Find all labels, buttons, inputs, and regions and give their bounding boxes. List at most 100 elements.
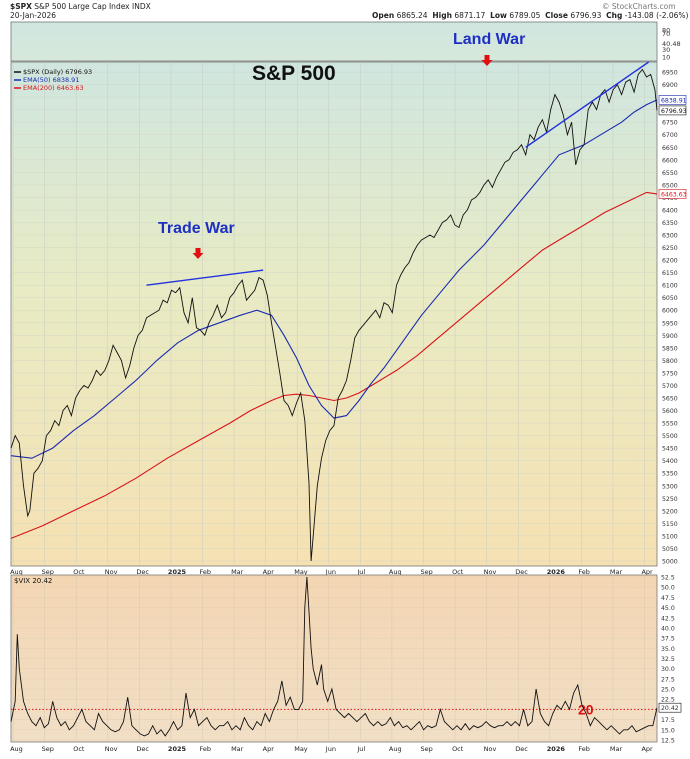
- y-tick-label: 30.0: [661, 666, 675, 673]
- annotation-label: Land War: [453, 31, 525, 48]
- x-tick-label: Dec: [136, 745, 149, 753]
- y-tick-label: 5700: [662, 383, 678, 390]
- y-tick-label: 12.5: [661, 737, 675, 744]
- x-tick-label: Nov: [105, 568, 118, 576]
- trendline: [146, 269, 264, 286]
- y-tick-label: 47.5: [661, 595, 675, 602]
- last-value-label: 6796.93: [661, 108, 687, 115]
- high-value: 6871.17: [454, 11, 486, 20]
- x-tick-label: 2026: [547, 745, 566, 753]
- y-tick-label: 27.5: [661, 676, 675, 683]
- legend-label: $SPX (Daily) 6796.93: [23, 68, 92, 76]
- symbol: $SPX: [10, 2, 32, 11]
- y-tick-label: 5150: [662, 521, 678, 528]
- y-tick-label: 5850: [662, 345, 678, 352]
- rsi-plot-area: [10, 21, 658, 62]
- y-tick-label: 45.0: [661, 605, 675, 612]
- x-tick-label: Jun: [325, 568, 336, 576]
- y-tick-label: 15.0: [661, 727, 675, 734]
- chart-symbol-line: $SPX S&P 500 Large Cap Index INDX: [10, 2, 151, 11]
- y-tick-label: 5800: [662, 358, 678, 365]
- x-tick-label: Oct: [452, 568, 464, 576]
- legend-label: EMA(200) 6463.63: [23, 84, 84, 92]
- x-tick-label: Aug: [10, 568, 23, 576]
- x-tick-label: Aug: [389, 745, 402, 753]
- x-tick-label: Jul: [356, 568, 365, 576]
- price-plot-area: [10, 61, 658, 567]
- watermark: © StockCharts.com: [602, 2, 676, 11]
- y-tick-label: 22.5: [661, 697, 675, 704]
- x-tick-label: 2026: [547, 568, 566, 576]
- y-tick-label: 6350: [662, 220, 678, 227]
- annotation-label: Trade War: [158, 220, 235, 237]
- vix-title: $VIX 20.42: [14, 577, 52, 585]
- y-tick-label: 35.0: [661, 646, 675, 653]
- down-arrow-icon: [481, 55, 493, 66]
- y-tick-label: 6550: [662, 170, 678, 177]
- ema50-line: [10, 99, 658, 459]
- y-tick-label: 6000: [662, 308, 678, 315]
- y-tick-label: 6950: [662, 70, 678, 77]
- chart-date: 20-Jan-2026: [10, 11, 57, 20]
- y-tick-label: 5650: [662, 396, 678, 403]
- close-value: 6796.93: [570, 11, 602, 20]
- y-tick-label: 5550: [662, 421, 678, 428]
- x-tick-label: May: [294, 568, 308, 576]
- last-value-tag: [658, 105, 687, 116]
- x-tick-label: Jul: [356, 745, 365, 753]
- y-tick-label: 6600: [662, 157, 678, 164]
- y-tick-label: 6150: [662, 270, 678, 277]
- y-tick-label: 5050: [662, 546, 678, 553]
- y-tick-label: 17.5: [661, 717, 675, 724]
- index-name: S&P 500 Large Cap Index: [34, 2, 130, 11]
- y-tick-label: 5300: [662, 483, 678, 490]
- x-tick-label: Mar: [231, 745, 244, 753]
- ema200-line: [10, 191, 658, 539]
- price-line: [10, 68, 658, 562]
- y-tick-label: 5500: [662, 433, 678, 440]
- y-tick-label: 6300: [662, 233, 678, 240]
- last-value-tag: [658, 95, 687, 105]
- x-tick-label: Sep: [421, 568, 433, 576]
- y-tick-label: 32.5: [661, 656, 675, 663]
- ohlc-readout: Open 6865.24 High 6871.17 Low 6789.05 Cl…: [372, 11, 689, 20]
- low-value: 6789.05: [509, 11, 541, 20]
- x-tick-label: Dec: [515, 568, 528, 576]
- open-value: 6865.24: [396, 11, 428, 20]
- y-tick-label: 6750: [662, 120, 678, 127]
- x-tick-label: 2025: [168, 745, 187, 753]
- down-arrow-icon: [192, 248, 204, 259]
- y-tick-label: 6100: [662, 283, 678, 290]
- vix-panel: Aug Sep Oct Nov Dec 2025 Feb Mar Apr May Jun Jul Aug…: [10, 575, 682, 753]
- last-value-label: 6838.91: [661, 97, 687, 104]
- y-tick-label: 5200: [662, 508, 678, 515]
- y-tick-label: 52.5: [661, 575, 675, 582]
- legend-label: EMA(50) 6838.91: [23, 76, 79, 84]
- rsi-tick-label: 10: [662, 54, 670, 62]
- x-tick-label: Oct: [73, 568, 85, 576]
- y-tick-label: 6650: [662, 145, 678, 152]
- last-value-tag: [658, 702, 682, 713]
- x-tick-label: Jun: [325, 745, 336, 753]
- x-tick-label: Feb: [578, 568, 590, 576]
- y-tick-label: 50.0: [661, 585, 675, 592]
- y-tick-label: 5950: [662, 320, 678, 327]
- rsi-tick-label: 80: [662, 26, 670, 34]
- x-tick-label: Aug: [10, 745, 23, 753]
- x-tick-label: Oct: [452, 745, 464, 753]
- x-tick-label: Mar: [610, 568, 623, 576]
- last-value-tag: [658, 189, 687, 199]
- rsi-tick-label: 70: [662, 30, 670, 38]
- y-tick-label: 6200: [662, 258, 678, 265]
- x-tick-label: Nov: [105, 745, 118, 753]
- x-tick-label: Apr: [641, 745, 653, 753]
- y-tick-label: 40.0: [661, 625, 675, 632]
- rsi-tick-label: 30: [662, 46, 670, 54]
- x-tick-label: Mar: [231, 568, 244, 576]
- y-tick-label: 6500: [662, 182, 678, 189]
- x-tick-label: Apr: [263, 745, 275, 753]
- y-tick-label: 42.5: [661, 615, 675, 622]
- x-tick-label: Sep: [42, 568, 54, 576]
